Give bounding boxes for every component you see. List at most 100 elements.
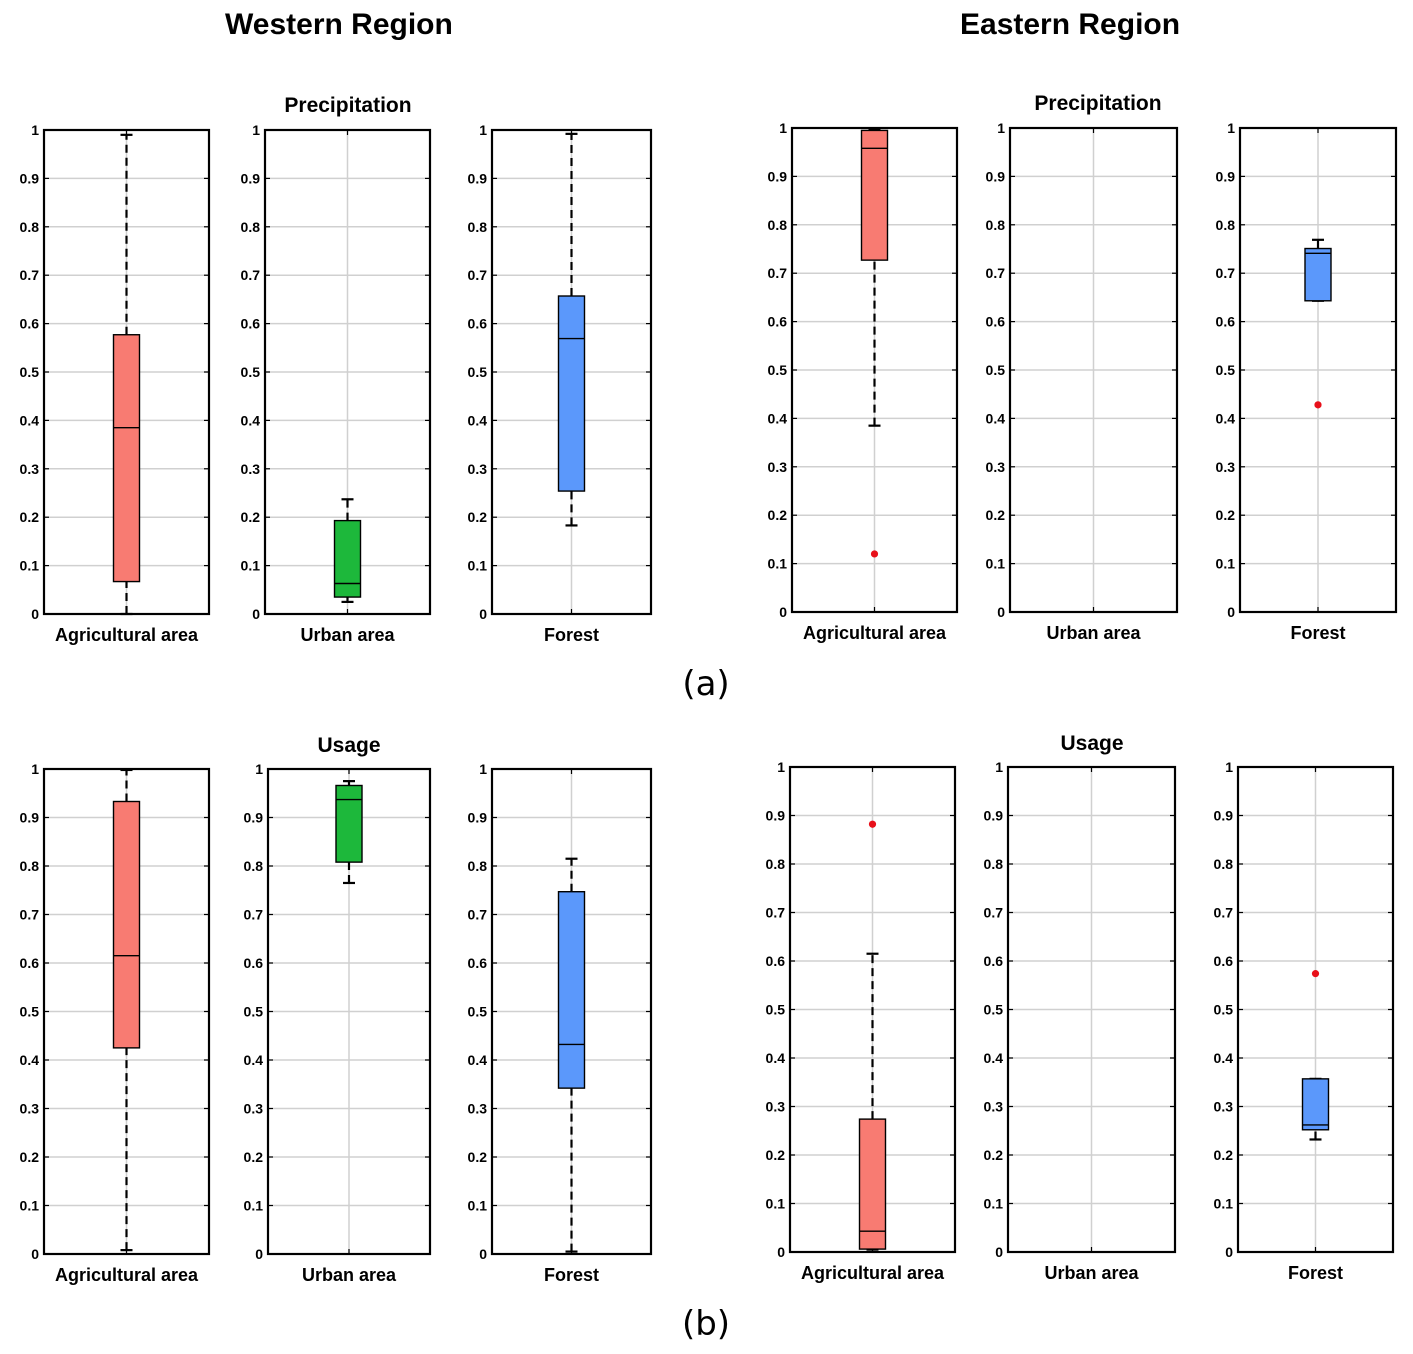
y-tick-label: 0.3 xyxy=(1216,459,1236,475)
x-axis-label: Agricultural area xyxy=(801,1263,945,1283)
y-tick-label: 0.5 xyxy=(768,362,788,378)
y-tick-label: 0.1 xyxy=(986,556,1006,572)
y-tick-label: 1 xyxy=(252,122,260,138)
y-tick-label: 0.1 xyxy=(766,1196,786,1212)
y-tick-label: 0.8 xyxy=(20,219,40,235)
plot-frame xyxy=(266,767,432,1256)
x-axis-label: Forest xyxy=(1288,1263,1343,1283)
y-tick-label: 0 xyxy=(995,1244,1003,1260)
y-tick-label: 0.2 xyxy=(468,1149,488,1165)
y-tick-label: 0.6 xyxy=(20,955,40,971)
boxplot-panel: 0 0.1 0.2 0.3 0.4 0.5 0.6 0.7 0.8 0.9 1 Agricultura… xyxy=(768,120,959,643)
y-tick-label: 0.4 xyxy=(244,1052,264,1068)
y-tick-label: 0 xyxy=(777,1244,785,1260)
y-tick-label: 0.1 xyxy=(468,1198,488,1214)
box-iqr xyxy=(333,519,362,598)
y-tick-label: 0.8 xyxy=(468,858,488,874)
y-tick-label: 0.2 xyxy=(20,1149,40,1165)
y-tick-label: 0.1 xyxy=(768,556,788,572)
y-tick-label: 0.7 xyxy=(468,907,488,923)
y-tick-label: 0 xyxy=(252,606,260,622)
y-tick-label: 0.2 xyxy=(986,507,1006,523)
x-axis-label: Agricultural area xyxy=(55,625,199,645)
y-tick-label: 0.5 xyxy=(1216,362,1236,378)
x-axis-label: Forest xyxy=(544,1265,599,1285)
y-tick-label: 0.4 xyxy=(984,1050,1004,1066)
y-tick-label: 0.6 xyxy=(20,316,40,332)
panel-title-west-precipitation: Precipitation xyxy=(284,94,412,117)
y-tick-label: 0.3 xyxy=(244,1101,264,1117)
outlier-point xyxy=(1311,970,1320,978)
y-tick-label: 0.2 xyxy=(468,509,488,525)
y-tick-label: 1 xyxy=(995,759,1003,775)
x-axis-label: Forest xyxy=(544,625,599,645)
y-tick-label: 0.6 xyxy=(984,953,1004,969)
y-tick-label: 0.2 xyxy=(241,509,261,525)
box-iqr xyxy=(112,800,141,1049)
y-tick-label: 0.7 xyxy=(768,265,788,281)
y-tick-label: 0.2 xyxy=(20,509,40,525)
plot-frame xyxy=(1006,765,1177,1254)
plot-frame xyxy=(42,128,211,616)
y-tick-label: 1 xyxy=(479,761,487,777)
y-tick-label: 0.7 xyxy=(468,267,488,283)
plot-frame xyxy=(42,767,211,1256)
y-tick-label: 0.5 xyxy=(468,1004,488,1020)
y-tick-label: 0.5 xyxy=(986,362,1006,378)
y-tick-label: 0.7 xyxy=(1214,905,1234,921)
y-tick-label: 0.3 xyxy=(20,461,40,477)
y-tick-label: 1 xyxy=(255,761,263,777)
x-axis-label: Agricultural area xyxy=(55,1265,199,1285)
y-tick-label: 0.7 xyxy=(986,265,1006,281)
y-tick-label: 1 xyxy=(997,120,1005,136)
plot-frame xyxy=(490,767,653,1256)
y-tick-label: 0.5 xyxy=(241,364,261,380)
y-tick-label: 0.9 xyxy=(244,810,264,826)
boxplot-panel: 0 0.1 0.2 0.3 0.4 0.5 0.6 0.7 0.8 0.9 1 Forest xyxy=(1216,120,1398,643)
y-tick-label: 0.7 xyxy=(1216,265,1236,281)
y-tick-label: 0.3 xyxy=(986,459,1006,475)
y-tick-label: 0.7 xyxy=(20,907,40,923)
y-tick-label: 1 xyxy=(1225,759,1233,775)
y-tick-label: 0.9 xyxy=(1216,168,1236,184)
y-tick-label: 0 xyxy=(31,1246,39,1262)
y-tick-label: 0.2 xyxy=(768,507,788,523)
x-axis-label: Agricultural area xyxy=(803,623,947,643)
y-tick-label: 0.4 xyxy=(241,412,261,428)
y-tick-label: 0.1 xyxy=(1216,556,1236,572)
outlier-point xyxy=(868,820,877,828)
plot-frame xyxy=(1236,765,1395,1254)
y-tick-label: 0.8 xyxy=(244,858,264,874)
y-tick-label: 0.9 xyxy=(468,810,488,826)
y-tick-label: 0.8 xyxy=(766,856,786,872)
x-axis-label: Urban area xyxy=(300,625,395,645)
boxplot-panel: 0 0.1 0.2 0.3 0.4 0.5 0.6 0.7 0.8 0.9 1 Agricultura… xyxy=(20,122,211,645)
y-tick-label: 0.4 xyxy=(20,412,40,428)
y-tick-label: 1 xyxy=(777,759,785,775)
y-tick-label: 0.5 xyxy=(244,1004,264,1020)
y-tick-label: 1 xyxy=(31,761,39,777)
plot-frame xyxy=(1238,126,1398,614)
y-tick-label: 0.3 xyxy=(984,1099,1004,1115)
y-tick-label: 0.2 xyxy=(1214,1147,1234,1163)
y-tick-label: 0.6 xyxy=(241,316,261,332)
y-tick-label: 0.1 xyxy=(20,1198,40,1214)
box-iqr xyxy=(1304,247,1332,302)
y-tick-label: 0.9 xyxy=(468,170,488,186)
y-tick-label: 0.8 xyxy=(1214,856,1234,872)
y-tick-label: 0.9 xyxy=(20,810,40,826)
y-tick-label: 0.1 xyxy=(241,558,261,574)
box-iqr xyxy=(557,891,586,1089)
y-tick-label: 0.4 xyxy=(1216,410,1236,426)
outlier-point xyxy=(1314,401,1322,409)
box-iqr xyxy=(557,295,586,492)
y-tick-label: 0.3 xyxy=(768,459,788,475)
panel-title-east-usage: Usage xyxy=(1060,732,1124,755)
y-tick-label: 0 xyxy=(779,604,787,620)
y-tick-label: 1 xyxy=(31,122,39,138)
y-tick-label: 0 xyxy=(479,1246,487,1262)
y-tick-label: 0.6 xyxy=(468,316,488,332)
y-tick-label: 1 xyxy=(779,120,787,136)
y-tick-label: 0 xyxy=(1227,604,1235,620)
box-iqr xyxy=(1301,1078,1330,1131)
